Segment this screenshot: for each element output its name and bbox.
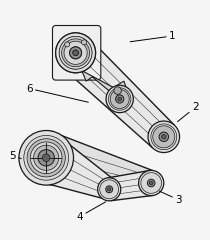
Circle shape <box>141 173 161 193</box>
Polygon shape <box>82 71 130 103</box>
Circle shape <box>151 124 177 150</box>
Text: 2: 2 <box>177 102 199 122</box>
Circle shape <box>62 39 89 67</box>
Text: 5: 5 <box>9 151 21 161</box>
Circle shape <box>19 131 74 185</box>
Polygon shape <box>108 170 153 201</box>
Circle shape <box>98 178 121 201</box>
Circle shape <box>24 135 69 180</box>
Polygon shape <box>36 131 152 195</box>
Circle shape <box>150 181 153 185</box>
Circle shape <box>34 145 59 170</box>
Circle shape <box>162 135 166 139</box>
Text: 3: 3 <box>159 191 182 205</box>
Circle shape <box>118 97 122 101</box>
Circle shape <box>30 142 62 174</box>
Circle shape <box>100 180 119 199</box>
Circle shape <box>70 47 81 59</box>
Circle shape <box>110 90 129 108</box>
Text: 4: 4 <box>76 202 106 222</box>
FancyBboxPatch shape <box>52 25 101 80</box>
Circle shape <box>114 87 121 94</box>
Polygon shape <box>29 131 112 198</box>
Circle shape <box>81 40 87 45</box>
Circle shape <box>147 179 155 187</box>
Circle shape <box>56 33 96 73</box>
Circle shape <box>106 186 113 193</box>
Circle shape <box>108 188 111 191</box>
Circle shape <box>73 50 78 56</box>
Circle shape <box>64 41 87 64</box>
Circle shape <box>62 39 89 67</box>
Circle shape <box>27 139 65 177</box>
Circle shape <box>116 95 124 103</box>
Text: 1: 1 <box>130 31 176 42</box>
Circle shape <box>153 126 175 148</box>
Polygon shape <box>61 38 174 148</box>
Circle shape <box>42 154 50 162</box>
Circle shape <box>65 42 70 47</box>
Circle shape <box>59 36 92 69</box>
Circle shape <box>139 170 164 196</box>
Circle shape <box>109 88 131 110</box>
Circle shape <box>148 121 180 153</box>
Circle shape <box>59 36 92 69</box>
Circle shape <box>106 85 133 113</box>
Circle shape <box>38 150 54 166</box>
Circle shape <box>56 33 96 73</box>
Text: 6: 6 <box>26 84 88 102</box>
Circle shape <box>73 50 78 56</box>
Circle shape <box>70 47 81 59</box>
Circle shape <box>159 132 168 142</box>
Circle shape <box>64 41 87 64</box>
